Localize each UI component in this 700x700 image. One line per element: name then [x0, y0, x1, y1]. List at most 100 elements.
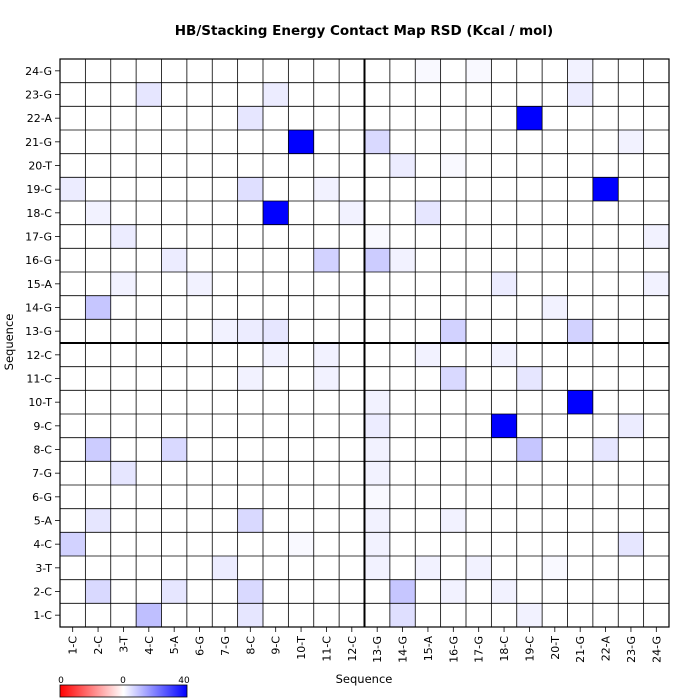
- x-tick-label: 1-C: [67, 636, 80, 655]
- y-tick-label: 16-G: [25, 254, 52, 267]
- y-tick-label: 1-C: [33, 609, 52, 622]
- heatmap-cell-5-A-8-C: [237, 508, 264, 533]
- heatmap-cell-19-C-11-C: [313, 177, 340, 201]
- x-tick-label: 17-G: [473, 636, 486, 663]
- heatmap-cell-13-G-9-C: [263, 319, 289, 343]
- heatmap-cell-23-G-21-G: [567, 82, 593, 107]
- heatmap-cell-18-C-12-C: [339, 201, 365, 225]
- x-tick-label: 24-G: [650, 636, 663, 663]
- heatmap-cell-1-C-8-C: [237, 603, 264, 627]
- heatmap-cell-3-T-7-G: [212, 556, 238, 580]
- heatmap-cell-4-C-10-T: [288, 532, 314, 556]
- heatmap-cell-21-G-23-G: [618, 130, 644, 154]
- heatmap-cell-19-C-8-C: [237, 177, 264, 201]
- heatmap-cell-9-C-23-G: [618, 414, 644, 438]
- heatmap-cell-24-G-17-G: [466, 59, 492, 83]
- plot-frame: [59, 58, 670, 628]
- heatmap-cell-5-A-16-G: [440, 508, 467, 533]
- y-tick-label: 24-G: [25, 65, 52, 78]
- heatmap-cell-3-T-13-G: [364, 556, 390, 580]
- y-tick-label: 22-A: [27, 112, 53, 125]
- x-tick-label: 3-T: [117, 636, 130, 653]
- y-tick-label: 20-T: [28, 160, 52, 173]
- heatmap-cell-19-C-1-C: [60, 177, 86, 201]
- y-tick-label: 14-G: [25, 302, 52, 315]
- heatmap-grid: [59, 58, 670, 628]
- heatmap-cell-2-C-14-G: [389, 579, 416, 604]
- colorbar-tick-max: 40: [178, 676, 190, 686]
- heatmap-cell-3-T-15-A: [415, 556, 441, 580]
- x-tick-label: 23-G: [625, 636, 638, 663]
- heatmap-cell-14-G-20-T: [542, 295, 568, 320]
- heatmap-cell-10-T-21-G: [567, 390, 593, 414]
- y-tick-label: 7-G: [32, 467, 52, 480]
- heatmap-cell-21-G-13-G: [364, 130, 390, 154]
- heatmap-cell-22-A-19-C: [516, 106, 543, 130]
- y-tick-label: 5-A: [34, 515, 53, 528]
- heatmap-cell-18-C-2-C: [85, 201, 111, 225]
- y-tick-label: 15-A: [27, 278, 53, 291]
- heatmap-cell-1-C-19-C: [516, 603, 543, 627]
- heatmap-cell-2-C-2-C: [85, 579, 111, 604]
- heatmap-cell-13-G-21-G: [567, 319, 593, 343]
- heatmap-cell-24-G-21-G: [567, 59, 593, 83]
- heatmap-cell-21-G-10-T: [288, 130, 314, 154]
- heatmap-cell-22-A-8-C: [237, 106, 264, 130]
- x-tick-label: 11-C: [320, 636, 333, 662]
- heatmap-cell-14-G-2-C: [85, 295, 111, 320]
- heatmap-cell-11-C-16-G: [440, 366, 467, 391]
- x-axis-label: Sequence: [336, 672, 393, 686]
- x-tick-label: 20-T: [549, 636, 562, 660]
- x-tick-label: 16-G: [447, 636, 460, 663]
- heatmap-cell-8-C-13-G: [364, 437, 390, 462]
- heatmap-cell-6-G-13-G: [364, 485, 390, 509]
- heatmap-cell-17-G-13-G: [364, 224, 390, 249]
- y-tick-label: 4-C: [33, 538, 52, 551]
- heatmap-cell-3-T-20-T: [542, 556, 568, 580]
- heatmap-cell-18-C-9-C: [263, 201, 289, 225]
- heatmap-cell-9-C-13-G: [364, 414, 390, 438]
- heatmap-cell-16-G-11-C: [313, 248, 340, 272]
- x-tick-label: 18-C: [498, 636, 511, 662]
- y-tick-label: 11-C: [26, 373, 52, 386]
- x-tick-label: 4-C: [143, 636, 156, 655]
- heatmap-cell-2-C-8-C: [237, 579, 264, 604]
- y-tick-label: 9-C: [33, 420, 52, 433]
- heatmap-cell-15-A-6-G: [186, 272, 213, 296]
- heatmap-cell-1-C-4-C: [136, 603, 162, 627]
- x-tick-label: 15-A: [422, 636, 435, 662]
- x-tick-label: 19-C: [523, 636, 536, 662]
- heatmap-cell-15-A-3-T: [110, 272, 137, 296]
- heatmap-cell-12-C-18-C: [491, 343, 517, 367]
- colorbar-gradient: [59, 684, 188, 698]
- colorbar-tick-mid: 0: [120, 676, 126, 686]
- x-tick-labels: 1-C 2-C 3-T 4-C 5-A 6-G 7-G 8-C 9-C 10-T 11-C 12-C 1…: [67, 627, 663, 663]
- y-tick-label: 23-G: [25, 89, 52, 102]
- x-tick-label: 12-C: [346, 636, 359, 662]
- y-tick-label: 17-G: [25, 231, 52, 244]
- y-tick-label: 2-C: [33, 586, 52, 599]
- heatmap-cell-9-C-18-C: [491, 414, 517, 438]
- heatmap-cell-8-C-22-A: [592, 437, 619, 462]
- heatmap-cell-13-G-8-C: [237, 319, 264, 343]
- heatmap-cell-2-C-18-C: [491, 579, 517, 604]
- y-tick-labels: 1-C 2-C 3-T 4-C 5-A 6-G 7-G 8-C 9-C 10-T 11-C 12-C 1…: [25, 65, 60, 622]
- heatmap-cell-16-G-13-G: [364, 248, 390, 272]
- heatmap-cell-11-C-19-C: [516, 366, 543, 391]
- heatmap-cell-15-A-24-G: [643, 272, 670, 296]
- heatmap-cell-10-T-13-G: [364, 390, 390, 414]
- y-tick-label: 3-T: [35, 562, 52, 575]
- heatmap-cell-13-G-7-G: [212, 319, 238, 343]
- heatmap-cell-2-C-16-G: [440, 579, 467, 604]
- heatmap-cell-12-C-9-C: [263, 343, 289, 367]
- y-tick-label: 6-G: [32, 491, 52, 504]
- heatmap-cell-20-T-14-G: [389, 153, 416, 178]
- x-tick-label: 14-G: [397, 636, 410, 663]
- colorbar: 0 0 40: [58, 676, 190, 698]
- heatmap-cell-15-A-18-C: [491, 272, 517, 296]
- heatmap-cell-20-T-16-G: [440, 153, 467, 178]
- y-tick-label: 21-G: [25, 136, 52, 149]
- y-tick-label: 12-C: [26, 349, 52, 362]
- heatmap-cell-2-C-5-A: [161, 579, 187, 604]
- heatmap-cell-5-A-2-C: [85, 508, 111, 533]
